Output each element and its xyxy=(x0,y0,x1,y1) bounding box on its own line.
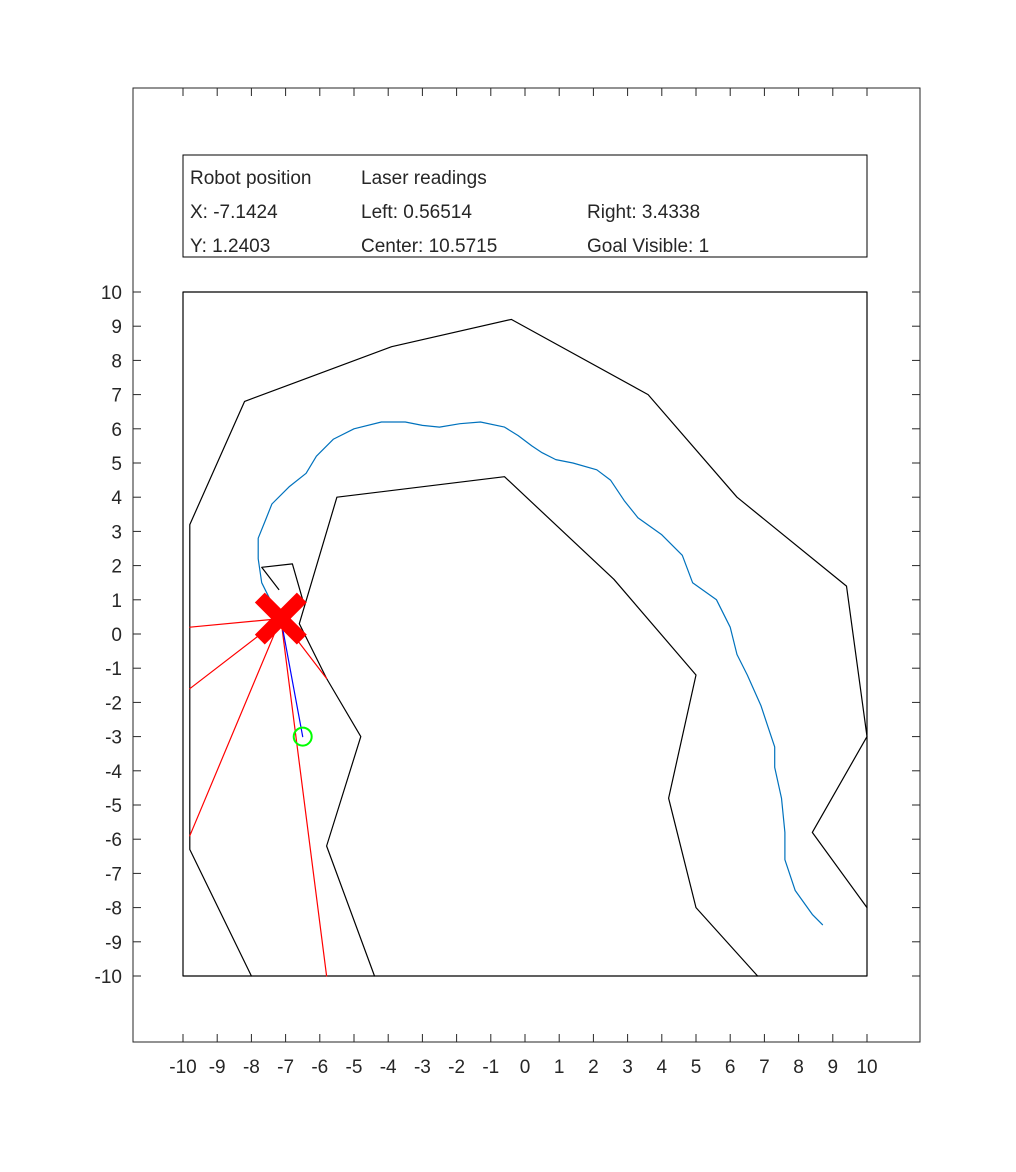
y-tick-label: -7 xyxy=(105,864,122,885)
x-tick-label: -10 xyxy=(169,1057,196,1078)
laser-line xyxy=(280,617,328,977)
y-tick-label: -4 xyxy=(105,762,122,783)
y-tick-label: 3 xyxy=(111,522,122,543)
x-tick-label: 8 xyxy=(793,1057,804,1078)
robot-outline-line xyxy=(261,563,304,601)
y-tick-label: 0 xyxy=(111,625,122,646)
y-tick-label: -6 xyxy=(105,830,122,851)
x-tick-label: 4 xyxy=(657,1057,668,1078)
goal-visible-readout: Goal Visible: 1 xyxy=(587,236,709,257)
goal-marker xyxy=(292,726,313,747)
outer-wall-line xyxy=(189,318,868,977)
y-tick-label: 6 xyxy=(111,420,122,441)
path-line xyxy=(257,421,824,926)
x-tick-label: 2 xyxy=(588,1057,599,1078)
x-tick-label: -1 xyxy=(482,1057,499,1078)
x-tick-label: 6 xyxy=(725,1057,736,1078)
robot-position-heading: Robot position xyxy=(190,168,311,189)
y-tick-label: -10 xyxy=(95,967,122,988)
x-tick-label: -2 xyxy=(448,1057,465,1078)
robot-y-readout: Y: 1.2403 xyxy=(190,236,270,257)
heading-line xyxy=(280,617,304,738)
inner-wall-line xyxy=(298,476,759,977)
x-tick-label: 0 xyxy=(520,1057,531,1078)
x-tick-label: -9 xyxy=(209,1057,226,1078)
x-tick-label: -4 xyxy=(380,1057,397,1078)
y-tick-label: -1 xyxy=(105,659,122,680)
y-tick-label: -8 xyxy=(105,899,122,920)
x-tick-label: -8 xyxy=(243,1057,260,1078)
y-tick-label: -3 xyxy=(105,728,122,749)
laser-center-readout: Center: 10.5715 xyxy=(361,236,497,257)
y-tick-label: 10 xyxy=(101,283,122,304)
y-tick-label: 9 xyxy=(111,317,122,338)
x-tick-label: 3 xyxy=(622,1057,633,1078)
x-tick-label: -3 xyxy=(414,1057,431,1078)
y-tick-label: 5 xyxy=(111,454,122,475)
info-panel-box xyxy=(182,154,868,258)
y-tick-label: 1 xyxy=(111,591,122,612)
y-tick-label: -5 xyxy=(105,796,122,817)
y-tick-label: 7 xyxy=(111,386,122,407)
x-tick-label: -6 xyxy=(311,1057,328,1078)
y-tick-label: 8 xyxy=(111,351,122,372)
y-tick-label: -2 xyxy=(105,693,122,714)
robot-marker xyxy=(254,592,307,645)
x-tick-label: 9 xyxy=(828,1057,839,1078)
plot-markers xyxy=(254,592,313,747)
x-tick-label: 5 xyxy=(691,1057,702,1078)
y-tick-label: -9 xyxy=(105,933,122,954)
y-tick-label: 4 xyxy=(111,488,122,509)
x-tick-label: 10 xyxy=(856,1057,877,1078)
x-tick-label: 1 xyxy=(554,1057,565,1078)
laser-right-readout: Right: 3.4338 xyxy=(587,202,700,223)
y-tick-label: 2 xyxy=(111,557,122,578)
boundary-line xyxy=(182,291,868,977)
x-tick-label: -5 xyxy=(346,1057,363,1078)
x-tick-label: -7 xyxy=(277,1057,294,1078)
info-panel: Robot position Laser readings X: -7.1424… xyxy=(182,154,868,258)
laser-left-readout: Left: 0.56514 xyxy=(361,202,472,223)
robot-marker-stroke xyxy=(254,592,307,645)
axis-ticks: -10 -9 -8 -7 -6 -5 -4 -3 -2 -1 0 1 2 3 4 5 6 7 8 9 10-10-9-8… xyxy=(95,88,920,1078)
x-tick-label: 7 xyxy=(759,1057,770,1078)
laser-line xyxy=(189,617,282,628)
laser-line xyxy=(189,617,282,837)
laser-readings-heading: Laser readings xyxy=(361,168,487,189)
robot-x-readout: X: -7.1424 xyxy=(190,202,278,223)
